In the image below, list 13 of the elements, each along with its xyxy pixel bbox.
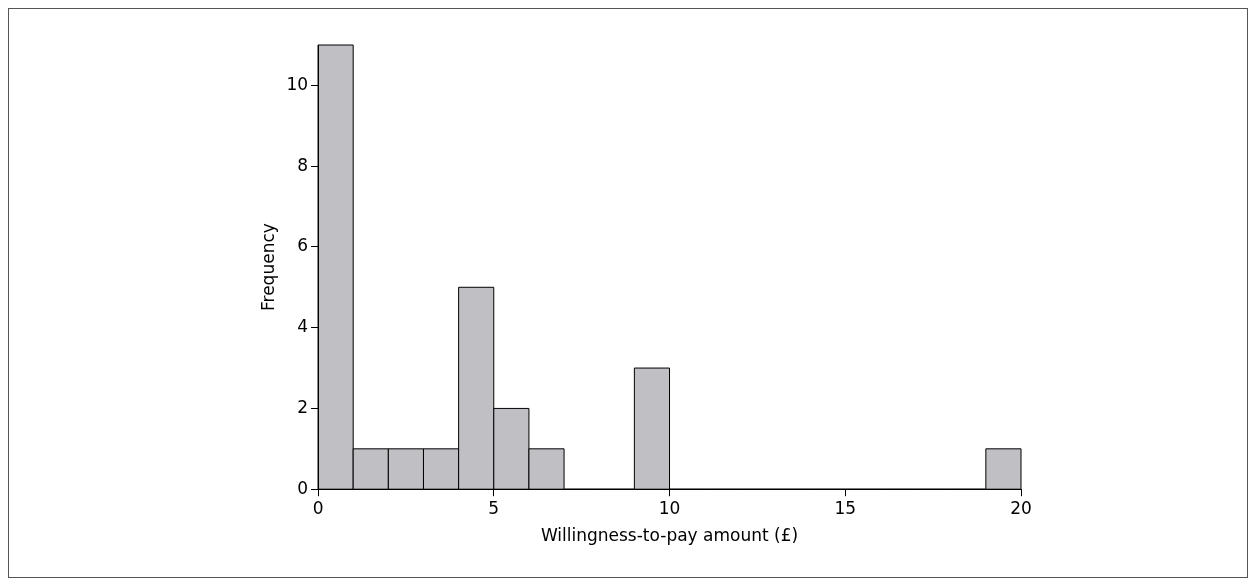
y-tick-label: 0 bbox=[297, 477, 309, 498]
y-axis-title: Frequency bbox=[257, 223, 278, 312]
y-tick-label: 4 bbox=[297, 316, 309, 337]
x-tick-label: 0 bbox=[312, 497, 324, 518]
y-tick-label: 10 bbox=[286, 73, 309, 94]
x-tick-label: 10 bbox=[658, 497, 681, 518]
x-tick-label: 15 bbox=[834, 497, 857, 518]
x-tick-label: 20 bbox=[1010, 497, 1032, 518]
x-tick-label: 5 bbox=[488, 497, 500, 518]
y-tick-label: 6 bbox=[297, 235, 309, 256]
x-axis-title: Willingness-to-pay amount (£) bbox=[540, 525, 799, 546]
y-tick-label: 8 bbox=[297, 154, 309, 175]
y-tick-label: 2 bbox=[297, 396, 309, 417]
